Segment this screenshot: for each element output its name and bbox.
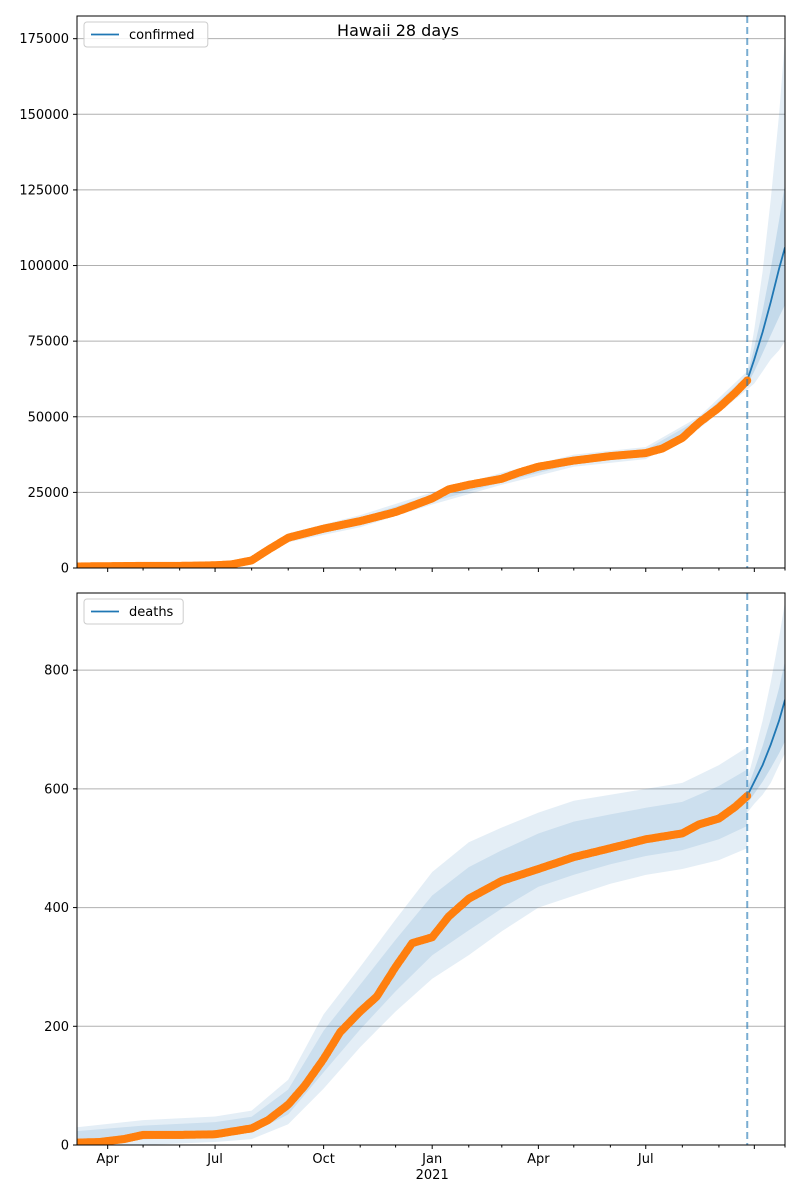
legend-label: deaths [129, 605, 174, 620]
forecast-band-outer [747, 38, 785, 390]
y-tick-label: 100000 [19, 259, 69, 274]
legend: confirmed [83, 21, 209, 48]
forecast-band-inner [747, 661, 785, 804]
y-tick-label: 50000 [28, 410, 69, 425]
figure-title: Hawaii 28 days [337, 21, 459, 40]
forecast-band-outer [747, 601, 785, 813]
legend: deaths [83, 598, 184, 625]
y-tick-label: 25000 [28, 486, 69, 501]
y-tick-label: 175000 [19, 32, 69, 47]
y-tick-label: 75000 [28, 335, 69, 350]
x-year-label: 2021 [416, 1168, 449, 1183]
series-line-confirmed [77, 247, 785, 568]
legend-label: confirmed [129, 28, 195, 43]
x-tick-label: Jul [206, 1152, 223, 1167]
confirmed-panel: 0 25000 50000 75000 100000 125000 150000 175000… [19, 15, 786, 577]
x-tick-label: Jul [637, 1152, 654, 1167]
y-tick-label: 800 [44, 664, 69, 679]
y-tick-label: 200 [44, 1020, 69, 1035]
y-tick-label: 150000 [19, 108, 69, 123]
axes-frame [76, 592, 786, 1146]
fit-band-inner [77, 375, 748, 567]
x-tick-label: Jan [421, 1152, 442, 1167]
y-tick-label: 0 [61, 1139, 69, 1154]
x-tick-label: Oct [312, 1152, 334, 1167]
forecast-band-inner [747, 183, 785, 385]
y-tick-label: 600 [44, 782, 69, 797]
y-tick-label: 0 [61, 562, 69, 577]
axes-frame [76, 15, 786, 569]
x-tick-label: Apr [527, 1152, 550, 1167]
fit-band-inner [77, 769, 748, 1142]
x-tick-label: Apr [96, 1152, 119, 1167]
y-tick-label: 400 [44, 901, 69, 916]
y-tick-label: 125000 [19, 183, 69, 198]
fit-band-outer [77, 371, 748, 568]
